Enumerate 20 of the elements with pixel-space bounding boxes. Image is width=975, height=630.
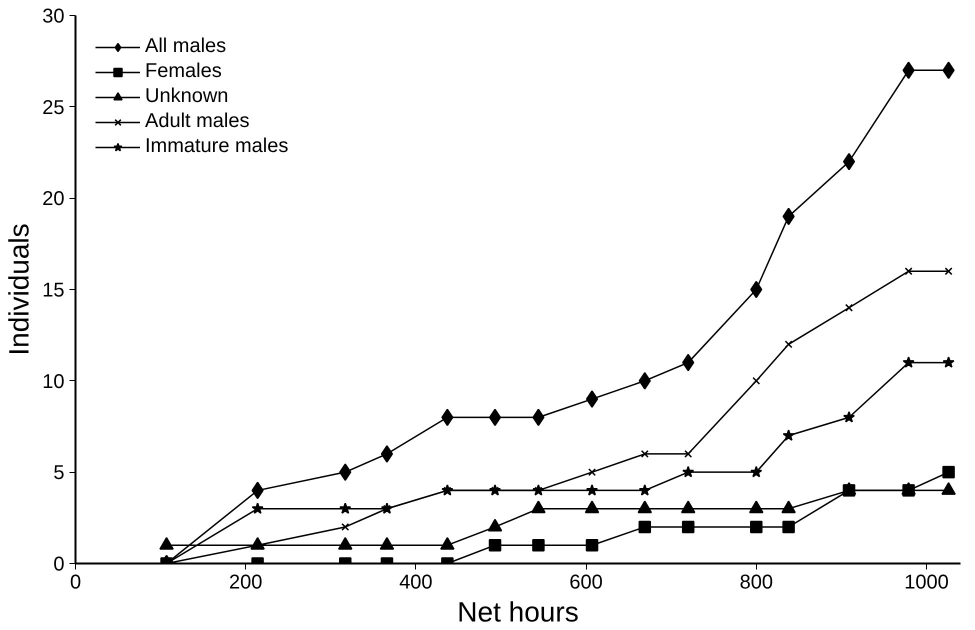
- legend-label: Females: [145, 60, 222, 83]
- x-axis-title: Net hours: [457, 596, 579, 628]
- y-tick-label: 5: [53, 462, 64, 484]
- x-tick-label: 400: [399, 572, 433, 594]
- y-axis-title: Individuals: [3, 223, 34, 356]
- y-tick-label: 30: [42, 6, 65, 28]
- y-tick-label: 15: [42, 280, 65, 302]
- legend-label: Unknown: [145, 85, 228, 108]
- x-tick-label: 600: [569, 572, 603, 594]
- y-tick-label: 0: [53, 554, 64, 576]
- y-tick-label: 25: [42, 96, 65, 119]
- legend-label: Adult males: [145, 110, 250, 133]
- x-tick-label: 200: [229, 572, 262, 594]
- x-tick-label: 1000: [904, 572, 949, 594]
- legend-label: All males: [145, 35, 226, 58]
- legend-label: Immature males: [145, 135, 288, 158]
- y-tick-label: 10: [42, 370, 65, 393]
- x-tick-label: 0: [70, 572, 82, 594]
- y-tick-label: 20: [42, 188, 65, 210]
- x-tick-label: 800: [740, 572, 773, 594]
